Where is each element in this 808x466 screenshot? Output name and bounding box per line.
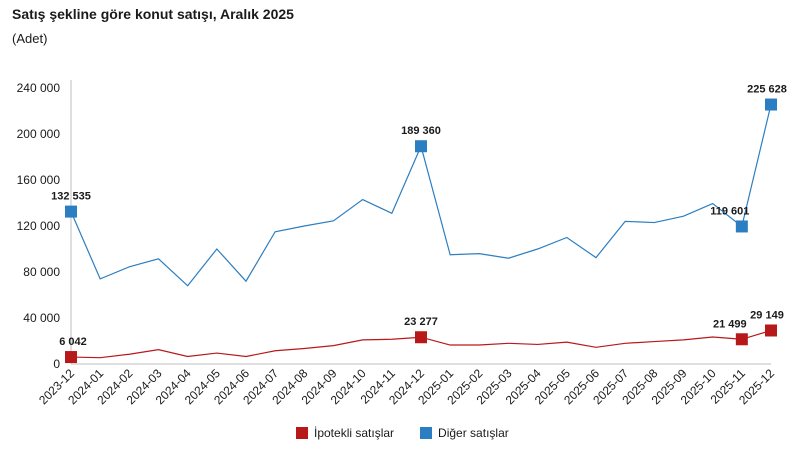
y-tick-label: 80 000 (23, 265, 60, 279)
data-point-marker (65, 205, 77, 218)
y-tick-label: 120 000 (17, 219, 61, 233)
data-point-marker (65, 351, 77, 364)
legend-swatch-other (420, 427, 433, 439)
chart-legend: İpotekli satışlar Diğer satışlar (296, 426, 509, 440)
data-label: 6 042 (59, 336, 87, 348)
legend-item-other: Diğer satışlar (420, 426, 509, 440)
y-tick-label: 200 000 (17, 127, 61, 141)
chart-title: Satış şekline göre konut satışı, Aralık … (12, 6, 294, 22)
legend-item-mortgage: İpotekli satışlar (296, 426, 394, 440)
legend-swatch-mortgage (296, 427, 308, 439)
data-point-marker (765, 324, 777, 337)
data-label: 21 499 (713, 318, 747, 330)
y-tick-label: 160 000 (17, 173, 61, 187)
chart-subtitle: (Adet) (12, 31, 48, 46)
y-tick-label: 40 000 (23, 311, 60, 325)
data-point-marker (415, 331, 427, 344)
y-tick-label: 0 (53, 357, 60, 371)
data-label: 23 277 (404, 316, 438, 328)
data-label: 119 601 (710, 205, 749, 217)
data-label: 189 360 (401, 125, 441, 137)
data-label: 132 535 (51, 191, 91, 203)
data-label: 225 628 (747, 84, 787, 96)
data-point-marker (415, 140, 427, 153)
data-point-marker (765, 98, 777, 111)
data-label: 29 149 (750, 309, 784, 321)
data-point-marker (735, 220, 748, 233)
data-point-marker (735, 333, 748, 346)
legend-label-other: Diğer satışlar (438, 426, 509, 440)
legend-label-mortgage: İpotekli satışlar (314, 426, 395, 440)
y-tick-label: 240 000 (17, 81, 61, 95)
